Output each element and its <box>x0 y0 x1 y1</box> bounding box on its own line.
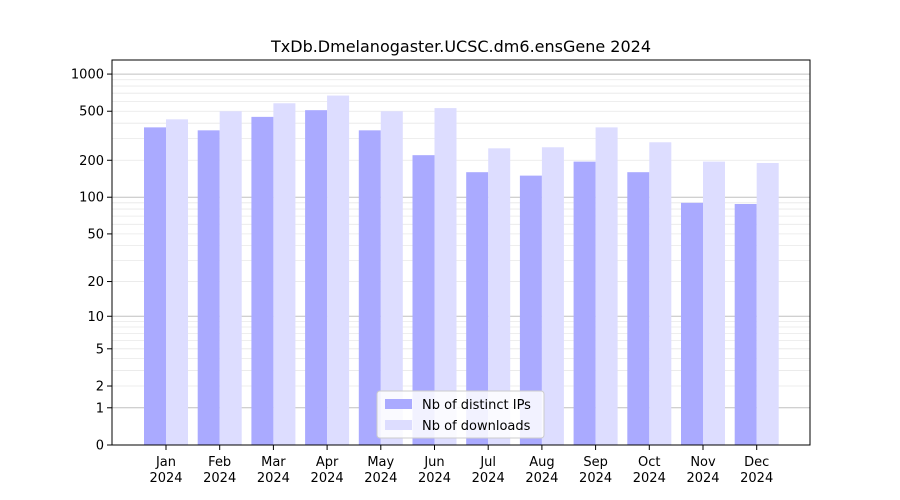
legend-label-downloads: Nb of downloads <box>422 419 531 434</box>
legend: Nb of distinct IPs Nb of downloads <box>376 390 545 439</box>
bar-downloads <box>166 119 188 446</box>
y-tick-label: 1000 <box>71 68 104 83</box>
x-tick-label-month: Dec <box>744 455 769 470</box>
legend-swatch-downloads <box>385 420 412 430</box>
y-tick-label: 200 <box>79 154 104 169</box>
x-tick-label-month: Mar <box>261 455 286 470</box>
x-tick-label-year: 2024 <box>149 471 182 486</box>
bar-downloads <box>756 163 779 446</box>
y-tick-label: 20 <box>87 275 104 290</box>
bar-distinct-ips <box>627 172 650 446</box>
bar-downloads <box>380 111 403 446</box>
bar-distinct-ips <box>573 161 596 445</box>
x-tick-label-year: 2024 <box>418 471 451 486</box>
x-tick-label-year: 2024 <box>740 471 773 486</box>
bar-downloads <box>703 161 725 445</box>
x-tick-label-month: Apr <box>316 455 339 470</box>
bar-downloads <box>434 108 457 446</box>
x-tick-label-year: 2024 <box>579 471 612 486</box>
legend-box <box>376 390 545 439</box>
x-tick-label-year: 2024 <box>257 471 290 486</box>
bars <box>144 95 779 446</box>
chart-title: TxDb.Dmelanogaster.UCSC.dm6.ensGene 2024 <box>270 37 651 56</box>
x-tick-label-year: 2024 <box>472 471 505 486</box>
x-tick-label-month: Jul <box>479 455 496 470</box>
bar-distinct-ips <box>466 172 489 446</box>
x-tick-label-year: 2024 <box>203 471 236 486</box>
x-tick-label-year: 2024 <box>686 471 719 486</box>
legend-label-ips: Nb of distinct IPs <box>422 398 531 413</box>
bar-distinct-ips <box>519 175 542 446</box>
plot-frame <box>111 59 811 446</box>
bar-downloads <box>649 142 672 445</box>
y-tick-label: 50 <box>87 227 104 242</box>
x-axis: Jan2024Feb2024Mar2024Apr2024May2024Jun20… <box>149 445 773 486</box>
x-tick-label-month: May <box>367 455 394 470</box>
x-tick-label-month: Jun <box>423 455 444 470</box>
bar-downloads <box>541 147 564 445</box>
bar-downloads <box>595 127 618 446</box>
bar-distinct-ips <box>251 116 274 446</box>
bar-distinct-ips <box>681 202 703 445</box>
y-tick-label: 500 <box>79 105 104 120</box>
x-tick-label-year: 2024 <box>311 471 344 486</box>
bar-distinct-ips <box>358 130 381 445</box>
y-tick-label: 1 <box>96 401 104 416</box>
bar-distinct-ips <box>197 130 220 445</box>
x-tick-label-month: Sep <box>583 455 608 470</box>
bar-distinct-ips <box>144 127 166 446</box>
y-tick-label: 100 <box>79 191 104 206</box>
x-tick-label-month: Jan <box>155 455 176 470</box>
bar-distinct-ips <box>734 204 757 445</box>
bar-downloads <box>327 95 350 445</box>
x-tick-label-year: 2024 <box>633 471 666 486</box>
bar-downloads <box>488 148 511 445</box>
x-tick-label-month: Aug <box>529 455 554 470</box>
bar-distinct-ips <box>412 155 435 446</box>
bar-downloads <box>273 103 296 445</box>
x-tick-label-year: 2024 <box>525 471 558 486</box>
bar-downloads <box>219 111 242 446</box>
y-tick-label: 5 <box>96 342 104 357</box>
legend-swatch-ips <box>385 399 412 409</box>
y-tick-label: 10 <box>87 310 104 325</box>
y-tick-label: 2 <box>96 380 104 395</box>
x-tick-label-month: Nov <box>690 455 716 470</box>
y-axis: 0 1 2 5 10 20 50 100 200 500 1000 <box>71 68 112 454</box>
y-tick-label: 0 <box>96 439 104 454</box>
x-tick-label-year: 2024 <box>364 471 397 486</box>
x-tick-label-month: Feb <box>208 455 231 470</box>
bar-distinct-ips <box>305 110 328 445</box>
x-tick-label-month: Oct <box>638 455 660 470</box>
